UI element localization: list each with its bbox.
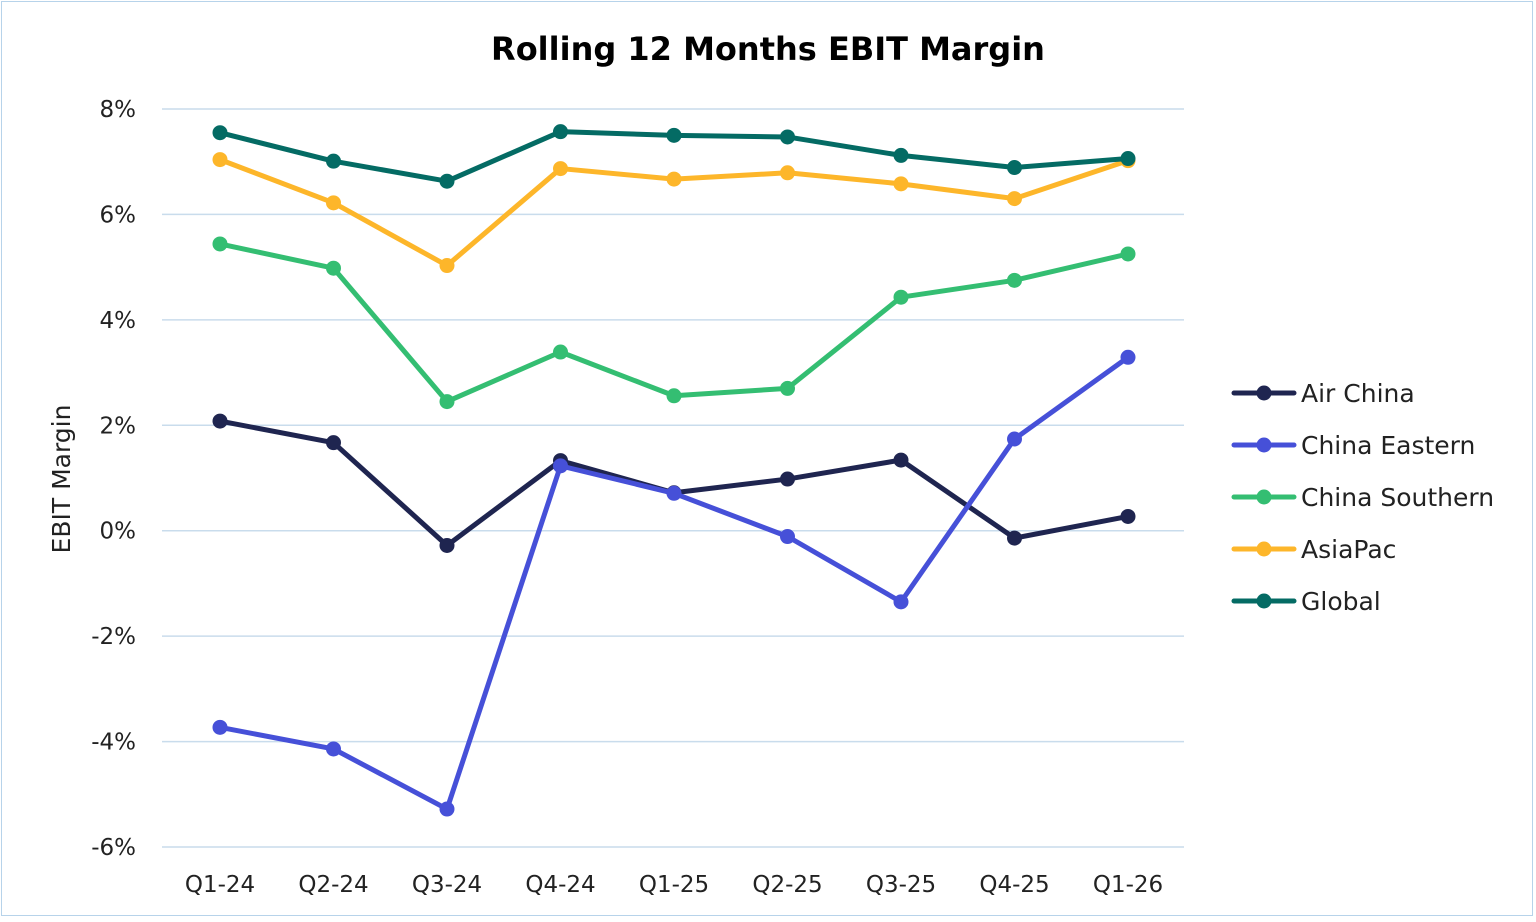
data-point xyxy=(666,388,682,404)
legend-swatch-marker xyxy=(1256,541,1272,557)
x-tick-label: Q3-25 xyxy=(866,872,936,898)
legend-item: Air China xyxy=(1231,379,1415,408)
legend-item: China Southern xyxy=(1231,483,1494,512)
legend-label: China Southern xyxy=(1301,483,1494,512)
data-point xyxy=(439,801,455,817)
data-point xyxy=(439,173,455,189)
data-point xyxy=(326,260,341,276)
data-point xyxy=(1120,151,1136,167)
data-point xyxy=(780,471,795,487)
x-axis-ticks: Q1-24 Q2-24 Q3-24 Q4-24 Q1-25 Q2-25 Q3-25 Q4-25… xyxy=(185,872,1163,898)
data-point xyxy=(212,719,228,735)
legend-label: China Eastern xyxy=(1301,431,1475,460)
legend: Air China China Eastern China Southern Asia… xyxy=(1231,379,1494,616)
data-point xyxy=(212,125,228,141)
data-point xyxy=(553,458,568,474)
series-air-china xyxy=(212,413,1136,553)
data-point xyxy=(780,165,795,181)
x-tick-label: Q3-24 xyxy=(412,872,482,898)
data-point xyxy=(553,124,568,140)
x-tick-label: Q4-25 xyxy=(979,872,1049,898)
data-point xyxy=(553,161,568,177)
data-point xyxy=(1120,349,1136,365)
y-tick-label: -4% xyxy=(91,730,136,756)
x-tick-label: Q2-25 xyxy=(752,872,822,898)
legend-label: Air China xyxy=(1301,379,1415,408)
legend-item: China Eastern xyxy=(1231,431,1475,460)
series-asiapac xyxy=(212,152,1136,274)
data-point xyxy=(666,485,682,501)
data-point xyxy=(212,152,228,168)
data-point xyxy=(1007,530,1022,546)
x-tick-label: Q1-25 xyxy=(639,872,709,898)
data-point xyxy=(439,394,455,410)
data-point xyxy=(326,153,341,169)
series-china-southern xyxy=(212,236,1136,410)
x-tick-label: Q1-26 xyxy=(1093,872,1163,898)
data-point xyxy=(439,537,455,553)
y-tick-label: 0% xyxy=(100,519,137,545)
y-tick-label: 8% xyxy=(100,97,137,123)
data-point xyxy=(439,258,455,274)
legend-item: Global xyxy=(1231,587,1381,616)
legend-swatch-marker xyxy=(1256,437,1272,453)
data-point xyxy=(212,413,228,429)
data-point xyxy=(326,195,341,211)
y-tick-label: -2% xyxy=(91,624,136,650)
data-point xyxy=(893,452,909,468)
series-global xyxy=(212,124,1136,189)
data-point xyxy=(1007,431,1022,447)
data-point xyxy=(1007,272,1022,288)
y-tick-label: 6% xyxy=(100,202,137,228)
legend-label: Global xyxy=(1301,587,1381,616)
data-point xyxy=(1007,191,1022,207)
data-point xyxy=(1007,160,1022,176)
x-tick-label: Q2-24 xyxy=(298,872,368,898)
data-point xyxy=(780,129,795,145)
data-point xyxy=(893,289,909,305)
data-point xyxy=(666,171,682,187)
data-point xyxy=(1120,246,1136,262)
series-china-eastern xyxy=(212,349,1136,817)
y-tick-label: 2% xyxy=(100,413,137,439)
data-point xyxy=(666,127,682,143)
data-point xyxy=(893,594,909,610)
x-tick-label: Q1-24 xyxy=(185,872,255,898)
data-point xyxy=(326,435,341,451)
data-point xyxy=(780,380,795,396)
legend-label: AsiaPac xyxy=(1301,535,1396,564)
data-point xyxy=(326,741,341,757)
legend-swatch-marker xyxy=(1256,385,1272,401)
data-point xyxy=(212,236,228,252)
series-lines xyxy=(212,124,1136,817)
legend-swatch-marker xyxy=(1256,593,1272,609)
y-axis-ticks: 8% 6% 4% 2% 0% -2% -4% -6% xyxy=(91,97,136,861)
data-point xyxy=(1120,508,1136,524)
x-tick-label: Q4-24 xyxy=(525,872,595,898)
series-line xyxy=(217,241,1131,405)
data-point xyxy=(893,176,909,192)
data-point xyxy=(893,147,909,163)
data-point xyxy=(780,529,795,545)
legend-swatch-marker xyxy=(1256,489,1272,505)
chart-title: Rolling 12 Months EBIT Margin xyxy=(491,30,1045,68)
y-tick-label: 4% xyxy=(100,308,137,334)
gridlines xyxy=(162,108,1184,848)
y-tick-label: -6% xyxy=(91,835,136,861)
y-axis-label: EBIT Margin xyxy=(47,405,76,554)
legend-item: AsiaPac xyxy=(1231,535,1396,564)
series-line xyxy=(217,418,1131,548)
data-point xyxy=(553,344,568,360)
